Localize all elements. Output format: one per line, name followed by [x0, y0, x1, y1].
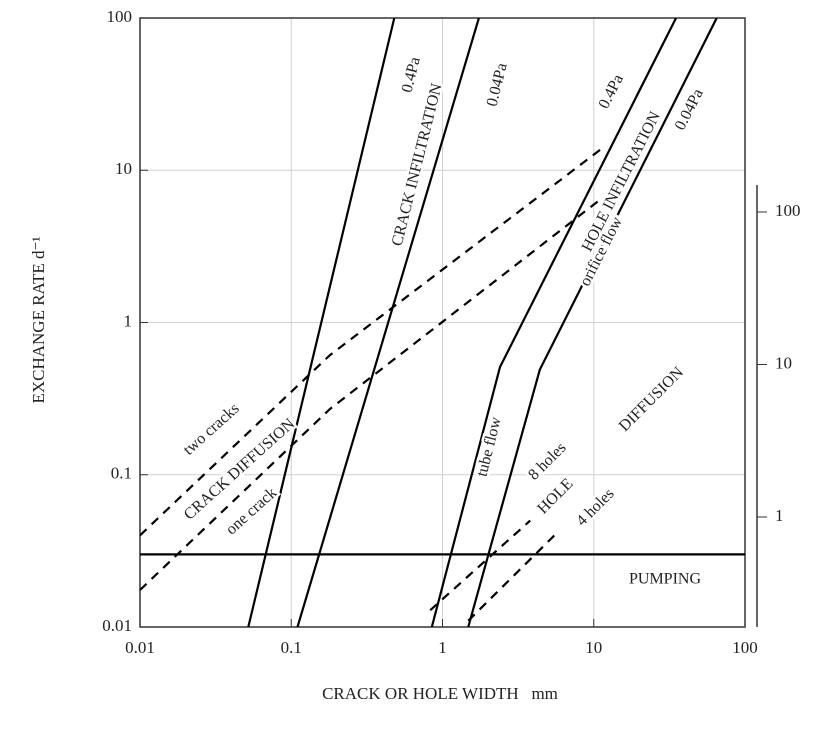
y-tick-label: 0.1 — [111, 464, 132, 483]
y-axis-label: EXCHANGE RATE d⁻¹ — [29, 236, 48, 403]
line — [467, 534, 556, 622]
x-tick-label: 0.01 — [125, 638, 155, 657]
x-tick-label: 1 — [438, 638, 447, 657]
annotation: 0.04Pa — [484, 61, 511, 108]
line — [296, 18, 480, 627]
line — [140, 149, 601, 537]
line — [429, 519, 531, 611]
line — [430, 18, 678, 627]
annotation: HOLE — [534, 475, 576, 517]
x-tick-label: 10 — [585, 638, 602, 657]
annotation: PUMPING — [629, 571, 701, 588]
line — [467, 18, 718, 627]
y2-tick-label: 100 — [775, 201, 801, 220]
y-tick-label: 0.01 — [102, 616, 132, 635]
line — [140, 198, 601, 591]
annotation: two cracks — [180, 400, 243, 459]
y-tick-label: 100 — [107, 7, 133, 26]
annotation: HOLE INFILTRATION — [579, 109, 664, 255]
x-axis-label: CRACK OR HOLE WIDTH mm — [322, 684, 558, 703]
annotation: DIFFUSION — [616, 364, 687, 435]
annotation: 4 holes — [573, 485, 617, 529]
annotation: 0.04Pa — [672, 86, 707, 133]
y2-tick-label: 1 — [775, 506, 784, 525]
line — [247, 18, 396, 627]
x-tick-label: 100 — [732, 638, 758, 657]
y-tick-label: 10 — [115, 159, 132, 178]
y2-tick-label: 10 — [775, 353, 792, 372]
x-tick-label: 0.1 — [281, 638, 302, 657]
annotation: 0.4Pa — [399, 55, 424, 94]
annotation: 0.4Pa — [596, 72, 627, 112]
plot-frame — [139, 17, 746, 628]
y-tick-label: 1 — [124, 311, 133, 330]
